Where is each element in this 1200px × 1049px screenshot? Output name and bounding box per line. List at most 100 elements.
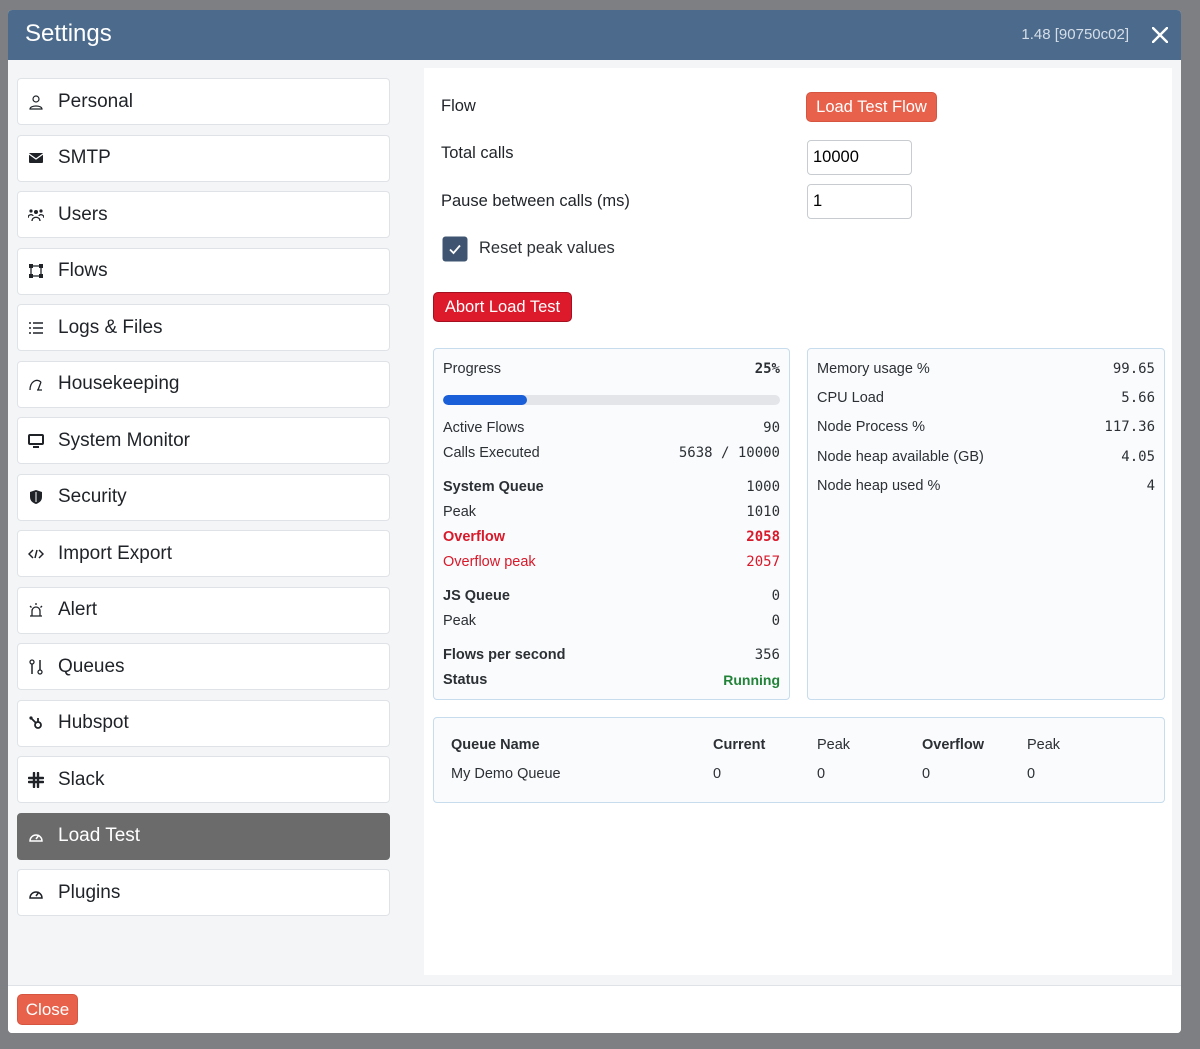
stats-value: 1000 xyxy=(746,478,780,495)
sidebar-item[interactable]: Flows xyxy=(17,247,390,295)
load-stats-box: Progress 25% Active Flows 90 Calls Executed… xyxy=(433,348,790,700)
abort-button[interactable]: Abort Load Test xyxy=(433,292,572,322)
sidebar-item[interactable]: Queues xyxy=(17,643,390,690)
system-label: Node Process % xyxy=(817,419,925,436)
sidebar-icon xyxy=(29,603,43,617)
sidebar-item[interactable]: Housekeeping xyxy=(17,360,390,408)
system-value: 5.66 xyxy=(1121,389,1155,406)
table-header: Queue Name xyxy=(451,737,540,753)
system-label: CPU Load xyxy=(817,389,884,406)
sidebar-item[interactable]: Load Test xyxy=(17,812,390,860)
system-row: Node Process % 117.36 xyxy=(817,413,1155,442)
stats-value: 0 xyxy=(771,612,780,629)
system-value: 4.05 xyxy=(1121,448,1155,465)
close-icon[interactable] xyxy=(1152,27,1168,43)
sidebar-icon xyxy=(29,834,43,842)
reset-checkbox[interactable] xyxy=(442,236,468,262)
system-row: Memory usage % 99.65 xyxy=(817,354,1155,383)
system-label: Node heap available (GB) xyxy=(817,448,984,465)
table-header: Peak xyxy=(1027,737,1061,753)
sidebar-item[interactable]: Logs & Files xyxy=(17,304,390,351)
stats-group: JS Queue 0 Peak 0 xyxy=(443,583,780,633)
system-stats-box: Memory usage % 99.65 CPU Load 5.66 Node Proc… xyxy=(807,348,1165,700)
system-value: 117.36 xyxy=(1104,419,1155,436)
system-label: Node heap used % xyxy=(817,477,941,494)
stats-label: JS Queue xyxy=(443,587,510,604)
progress-row: Progress 25% xyxy=(443,356,780,381)
stats-row: JS Queue 0 xyxy=(443,583,780,608)
stats-group: Active Flows 90 Calls Executed 5638 / 10000 xyxy=(443,415,780,465)
stats-label: Flows per second xyxy=(443,646,566,663)
stats-value: 90 xyxy=(763,419,780,436)
sidebar-item[interactable]: Hubspot xyxy=(17,699,390,747)
sidebar-label: Queues xyxy=(58,655,125,677)
stats-value: Running xyxy=(723,671,780,688)
progress-bar xyxy=(443,395,528,405)
sidebar-label: Plugins xyxy=(58,881,121,903)
stats-row: Overflow peak 2057 xyxy=(443,549,780,574)
sidebar-label: Alert xyxy=(58,599,98,620)
stats-row: Status Running xyxy=(443,667,780,692)
sidebar-item[interactable]: Alert xyxy=(17,586,390,634)
stats-label: Peak xyxy=(443,612,477,629)
sidebar-label: Import Export xyxy=(58,542,173,564)
sidebar-icon xyxy=(29,658,43,675)
modal-header: Settings 1.48 [90750c02] xyxy=(8,10,1181,60)
reset-label: Reset peak values xyxy=(479,239,615,257)
progress-track xyxy=(443,395,780,405)
table-cell: 0 xyxy=(713,766,722,782)
system-label: Memory usage % xyxy=(817,360,930,377)
stats-row: Flows per second 356 xyxy=(443,642,780,667)
sidebar-item[interactable]: System Monitor xyxy=(17,417,390,464)
sidebar-item[interactable]: SMTP xyxy=(17,134,390,182)
stats-group: System Queue 1000 Peak 1010 Overflow 2058 Over… xyxy=(443,474,780,574)
stats-value: 2057 xyxy=(746,553,780,570)
total-calls-input[interactable]: 10000 xyxy=(807,140,912,175)
table-header: Peak xyxy=(817,737,851,753)
stats-value: 0 xyxy=(771,587,780,604)
sidebar-label: SMTP xyxy=(58,147,111,168)
sidebar-label: Users xyxy=(58,203,108,225)
table-cell: 0 xyxy=(922,766,931,782)
sidebar-icon xyxy=(29,321,43,334)
sidebar-icon xyxy=(28,771,44,788)
load-test-flow-button[interactable]: Load Test Flow xyxy=(806,92,937,122)
sidebar-item[interactable]: Personal xyxy=(17,78,390,125)
stats-label: Overflow xyxy=(443,528,506,545)
stats-value: 1010 xyxy=(746,503,780,520)
table-header: Current xyxy=(713,737,766,753)
sidebar-item[interactable]: Users xyxy=(17,191,390,238)
stats-label: Calls Executed xyxy=(443,444,540,461)
sidebar-label: Flows xyxy=(58,260,108,281)
stats-group: Flows per second 356 Status Running xyxy=(443,642,780,692)
sidebar-item[interactable]: Import Export xyxy=(17,530,390,577)
sidebar-icon xyxy=(30,490,42,504)
sidebar-icon xyxy=(29,890,43,899)
progress-value: 25% xyxy=(754,360,780,377)
system-value: 99.65 xyxy=(1112,360,1155,377)
sidebar-label: Hubspot xyxy=(58,712,129,733)
sidebar-icon xyxy=(28,433,44,448)
close-button[interactable]: Close xyxy=(17,994,78,1025)
sidebar-item[interactable]: Security xyxy=(17,473,390,521)
content-panel: Flow Load Test Flow Total calls 10000 Pa… xyxy=(424,68,1172,975)
pause-input[interactable]: 1 xyxy=(807,184,912,219)
sidebar-icon xyxy=(28,548,44,559)
sidebar-icon xyxy=(29,264,43,278)
queue-table: Queue Name Current Peak Overflow Peak My Demo… xyxy=(433,717,1165,803)
modal-title: Settings xyxy=(25,20,112,47)
version: 1.48 [90750c02] xyxy=(1021,26,1129,43)
sidebar-label: Housekeeping xyxy=(58,373,180,394)
sidebar-item[interactable]: Slack xyxy=(17,756,390,803)
table-header: Overflow xyxy=(922,737,985,753)
sidebar-icon xyxy=(28,208,44,221)
system-row: Node heap available (GB) 4.05 xyxy=(817,442,1155,471)
stats-value: 2058 xyxy=(746,528,780,545)
sidebar-item[interactable]: Plugins xyxy=(17,869,390,916)
flow-label: Flow xyxy=(441,97,476,115)
sidebar-label: Personal xyxy=(58,90,133,112)
sidebar-icon xyxy=(29,716,42,729)
stats-row: Calls Executed 5638 / 10000 xyxy=(443,440,780,465)
sidebar-icon xyxy=(28,153,44,163)
stats-row: Peak 0 xyxy=(443,608,780,633)
